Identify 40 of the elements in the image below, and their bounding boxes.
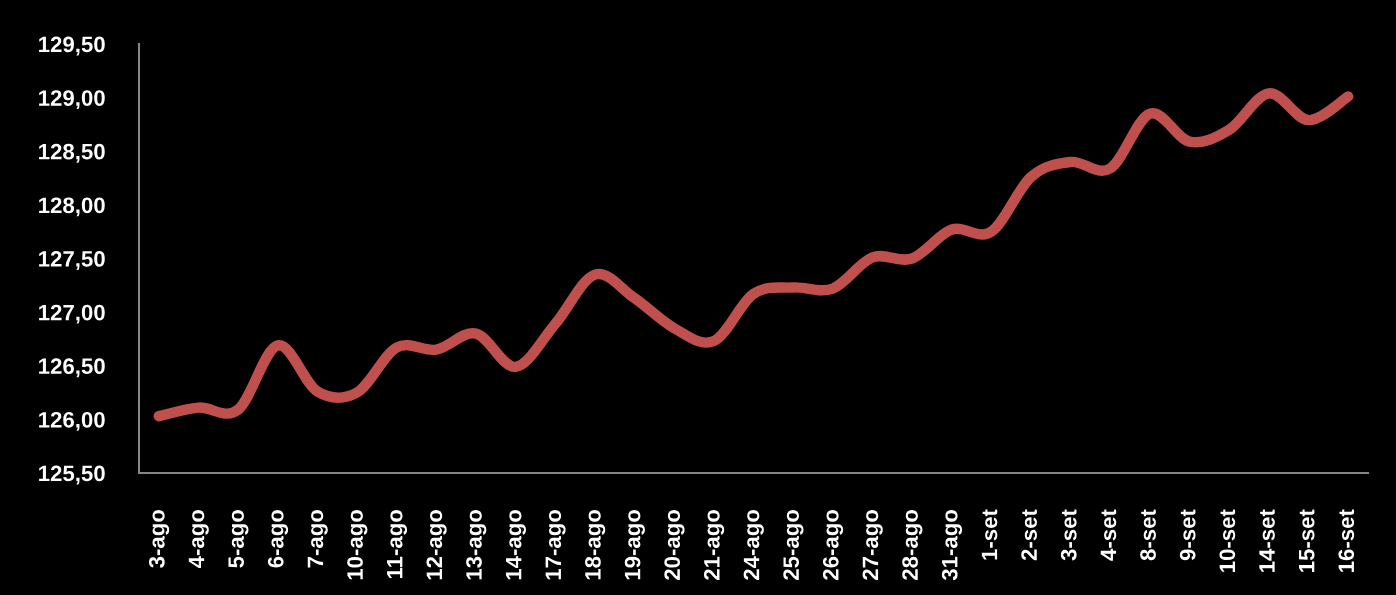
y-tick-label: 127,00 [39,304,105,324]
x-tick-label: 5-ago [228,509,249,568]
x-tick-label: 10-set [1219,509,1236,572]
y-tick-label: 128,00 [39,197,105,217]
x-tick-label: 28-ago [902,509,923,580]
y-tick-label: 129,50 [39,36,105,56]
y-tick-label: 126,00 [39,411,105,431]
x-tick-label: 21-ago [703,509,725,580]
x-tick-label: 9-set [1179,509,1196,561]
x-tick-label: 16-set [1338,509,1355,572]
x-tick-label: 4-ago [188,509,209,569]
x-tick-label: 24-ago [743,509,764,580]
x-tick-label: 14-ago [505,509,526,580]
x-tick-label: 11-ago [387,509,408,579]
x-tick-label: 26-ago [822,509,844,580]
y-tick-label: 126,50 [39,358,105,378]
x-tick-label: 13-ago [466,509,487,580]
x-tick-label: 17-ago [545,509,566,580]
y-tick-label: 125,50 [39,465,105,485]
x-tick-label: 14-set [1259,509,1275,572]
x-tick-label: 4-set [1100,509,1117,561]
x-tick-label: 6-ago [267,509,289,568]
x-tick-label: 31-ago [941,509,963,581]
x-tick-label: 25-ago [783,509,804,580]
x-tick-label: 18-ago [585,509,606,580]
x-tick-label: 3-set [1060,509,1077,561]
x-tick-label: 2-set [1021,509,1037,561]
x-tick-label: 10-ago [347,509,368,580]
x-tick-label: 3-ago [148,509,170,568]
x-tick-label: 12-ago [426,509,447,580]
y-tick-label: 128,50 [39,143,105,163]
x-tick-label: 7-ago [307,509,328,568]
x-tick-label: 1-set [981,509,998,560]
x-tick-label: 8-set [1140,509,1156,561]
x-tick-label: 15-set [1298,509,1315,572]
x-tick-label: 27-ago [862,509,883,580]
x-tick-label: 20-ago [664,509,685,580]
y-tick-label: 127,50 [39,251,105,270]
x-tick-label: 19-ago [624,509,645,580]
y-tick-label: 129,00 [39,90,105,110]
